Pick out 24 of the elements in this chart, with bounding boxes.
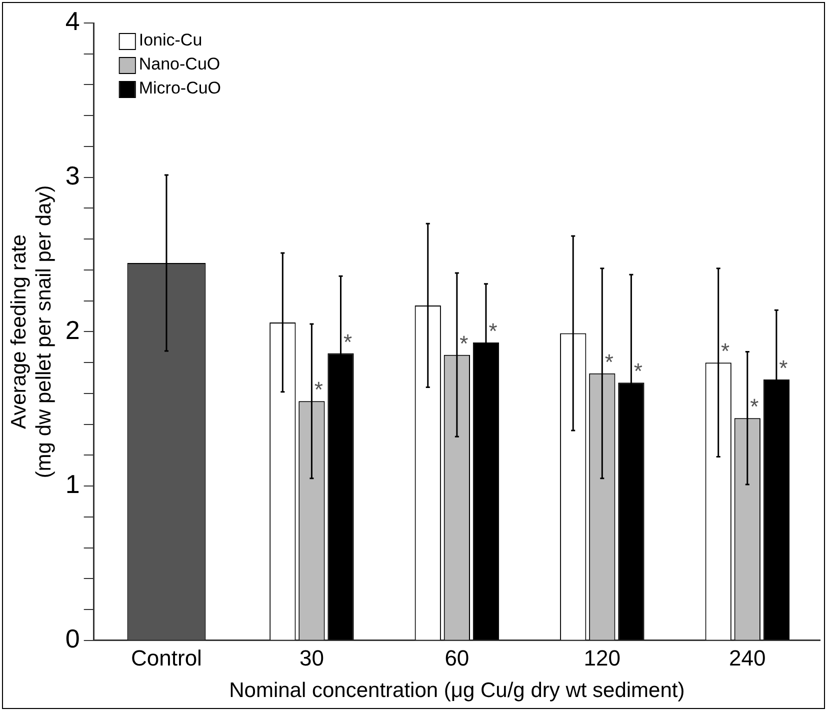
x-tick-label: Control xyxy=(131,646,202,671)
y-axis-title: Average feeding rate (mg dw pellet per snail per day) xyxy=(7,185,56,478)
data-label: * xyxy=(721,338,730,364)
y-tick-label: 2 xyxy=(65,314,80,345)
data-label: * xyxy=(343,329,352,354)
data-label: * xyxy=(604,349,614,374)
y-tick-label: 0 xyxy=(65,624,80,654)
data-label: * xyxy=(750,394,760,420)
data-label: * xyxy=(314,377,324,402)
x-tick-label: 60 xyxy=(444,646,470,671)
data-label: * xyxy=(634,358,643,384)
x-axis-title: Nominal concentration (μg Cu/g dry wt sediment) xyxy=(229,679,685,702)
x-tick-label: 240 xyxy=(729,646,766,671)
y-tick-label: 4 xyxy=(65,6,80,36)
legend-label: Micro-CuO xyxy=(138,78,222,98)
data-label: * xyxy=(488,318,498,344)
x-tick-label: 120 xyxy=(584,646,621,671)
data-label: * xyxy=(460,330,469,356)
legend-label: Ionic-Cu xyxy=(138,30,202,50)
data-label: * xyxy=(779,356,788,381)
y-tick-label: 1 xyxy=(65,469,80,500)
legend-label: Nano-CuO xyxy=(138,54,220,74)
y-tick-label: 3 xyxy=(65,160,80,191)
x-tick-label: 30 xyxy=(299,646,324,671)
